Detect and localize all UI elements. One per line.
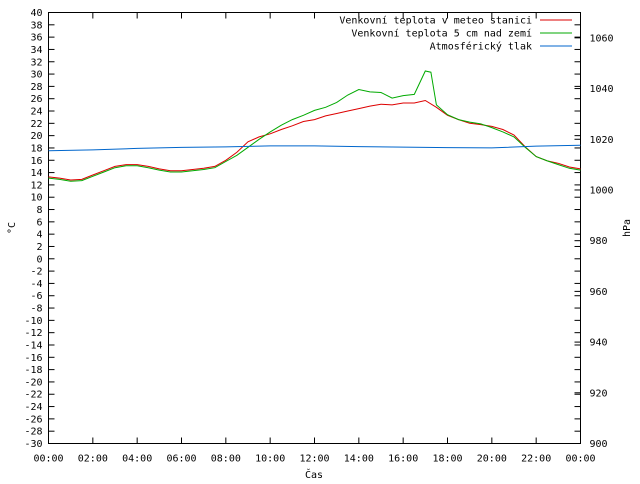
y2-tick-label: 1020 bbox=[590, 135, 614, 146]
y-tick-label: -18 bbox=[24, 365, 42, 376]
y2-tick-label: 1000 bbox=[590, 185, 614, 196]
legend-label: Atmosférický tlak bbox=[430, 41, 532, 53]
y-tick-label: 38 bbox=[30, 20, 42, 31]
y2-tick-label: 1060 bbox=[590, 33, 614, 44]
y-tick-label: 34 bbox=[30, 45, 42, 56]
y2-tick-label: 960 bbox=[590, 287, 608, 298]
y-tick-label: -8 bbox=[30, 304, 42, 315]
x-tick-label: 06:00 bbox=[166, 454, 196, 465]
series-lines bbox=[48, 70, 581, 182]
y-tick-label: -2 bbox=[30, 267, 42, 278]
y-tick-label: 12 bbox=[30, 180, 42, 191]
series-line-2 bbox=[48, 144, 581, 152]
y-tick-label: 2 bbox=[36, 242, 42, 253]
x-tick-label: 22:00 bbox=[521, 454, 551, 465]
y2-tick-label: 980 bbox=[590, 236, 608, 247]
series-line-1 bbox=[48, 70, 581, 182]
axis-ticks: 4038363432302826242220181614121086420-2-… bbox=[24, 8, 613, 465]
y-tick-label: 18 bbox=[30, 143, 42, 154]
series-line-0 bbox=[48, 99, 581, 181]
y-tick-label: -20 bbox=[24, 377, 42, 388]
y-tick-label: 24 bbox=[30, 107, 42, 118]
legend-label: Venkovní teplota 5 cm nad zemí bbox=[351, 28, 532, 40]
y2-axis-label: hPa bbox=[622, 219, 633, 237]
y-tick-label: 14 bbox=[30, 168, 42, 179]
y2-tick-label: 920 bbox=[590, 388, 608, 399]
x-tick-label: 12:00 bbox=[299, 454, 329, 465]
y-tick-label: 8 bbox=[36, 205, 42, 216]
y-tick-label: 0 bbox=[36, 254, 42, 265]
y-tick-label: 28 bbox=[30, 82, 42, 93]
legend-label: Venkovní teplota v meteo stanici bbox=[339, 15, 532, 27]
y2-tick-label: 1040 bbox=[590, 84, 614, 95]
y-tick-label: 4 bbox=[36, 230, 42, 241]
y-tick-label: 16 bbox=[30, 156, 42, 167]
y-tick-label: -12 bbox=[24, 328, 42, 339]
y-tick-label: -10 bbox=[24, 316, 42, 327]
y-tick-label: 10 bbox=[30, 193, 42, 204]
y-tick-label: -24 bbox=[24, 402, 42, 413]
x-tick-label: 18:00 bbox=[432, 454, 462, 465]
x-tick-label: 02:00 bbox=[78, 454, 108, 465]
y-tick-label: -16 bbox=[24, 353, 42, 364]
x-tick-label: 16:00 bbox=[388, 454, 418, 465]
y-tick-label: 32 bbox=[30, 57, 42, 68]
plot-frame bbox=[48, 12, 581, 444]
y-tick-label: -14 bbox=[24, 340, 42, 351]
x-tick-label: 04:00 bbox=[122, 454, 152, 465]
legend: Venkovní teplota v meteo staniciVenkovní… bbox=[339, 15, 572, 53]
y-tick-label: -28 bbox=[24, 427, 42, 438]
x-tick-label: 00:00 bbox=[33, 454, 63, 465]
x-tick-label: 10:00 bbox=[255, 454, 285, 465]
y-tick-label: 36 bbox=[30, 33, 42, 44]
y-tick-label: 40 bbox=[30, 8, 42, 19]
y-tick-label: 20 bbox=[30, 131, 42, 142]
x-tick-label: 08:00 bbox=[211, 454, 241, 465]
y-tick-label: -4 bbox=[30, 279, 42, 290]
y-tick-label: -26 bbox=[24, 414, 42, 425]
y-tick-label: -6 bbox=[30, 291, 42, 302]
y-tick-label: 30 bbox=[30, 70, 42, 81]
x-tick-label: 14:00 bbox=[344, 454, 374, 465]
y-tick-label: -30 bbox=[24, 439, 42, 450]
y-tick-label: 6 bbox=[36, 217, 42, 228]
y-tick-label: 26 bbox=[30, 94, 42, 105]
x-tick-label: 20:00 bbox=[477, 454, 507, 465]
y2-tick-label: 940 bbox=[590, 338, 608, 349]
x-axis-label: Čas bbox=[305, 468, 323, 480]
x-tick-label: 00:00 bbox=[565, 454, 595, 465]
y-tick-label: 22 bbox=[30, 119, 42, 130]
y-tick-label: -22 bbox=[24, 390, 42, 401]
y-axis-label: °C bbox=[7, 222, 18, 234]
y2-tick-label: 900 bbox=[590, 439, 608, 450]
